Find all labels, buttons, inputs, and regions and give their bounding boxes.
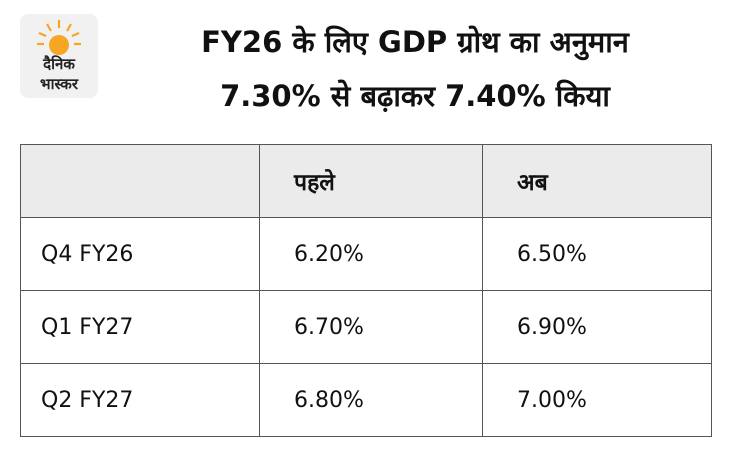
table-row: Q1 FY27 6.70% 6.90% bbox=[20, 290, 712, 364]
header-cell: पहले bbox=[259, 144, 483, 218]
data-table: पहले अब Q4 FY26 6.20% 6.50% Q1 FY27 6.70% 6.9… bbox=[20, 144, 712, 437]
header-row: पहले अब bbox=[20, 144, 712, 218]
logo: दैनिक भास्कर bbox=[20, 14, 98, 98]
table-row: Q4 FY26 6.20% 6.50% bbox=[20, 217, 712, 291]
table-cell: 6.80% bbox=[259, 363, 483, 437]
table-cell: 6.50% bbox=[482, 217, 712, 291]
header-cell: अब bbox=[482, 144, 712, 218]
header-cell bbox=[20, 144, 260, 218]
logo-text: भास्कर bbox=[40, 75, 78, 93]
table-cell: 6.20% bbox=[259, 217, 483, 291]
table-cell: 6.90% bbox=[482, 290, 712, 364]
title: FY26 के लिए GDP ग्रोथ का अनुमान bbox=[201, 25, 629, 59]
table-cell: Q2 FY27 bbox=[20, 363, 260, 437]
logo-text: दैनिक bbox=[43, 55, 75, 73]
table-cell: Q1 FY27 bbox=[20, 290, 260, 364]
logo-sun bbox=[37, 20, 81, 55]
table-row: Q2 FY27 6.80% 7.00% bbox=[20, 363, 712, 437]
table-cell: 7.00% bbox=[482, 363, 712, 437]
title: 7.30% से बढ़ाकर 7.40% किया bbox=[220, 79, 610, 113]
table-cell: Q4 FY26 bbox=[20, 217, 260, 291]
table-body: Q4 FY26 6.20% 6.50% Q1 FY27 6.70% 6.90% Q2 FY2… bbox=[20, 217, 712, 437]
table-cell: 6.70% bbox=[259, 290, 483, 364]
